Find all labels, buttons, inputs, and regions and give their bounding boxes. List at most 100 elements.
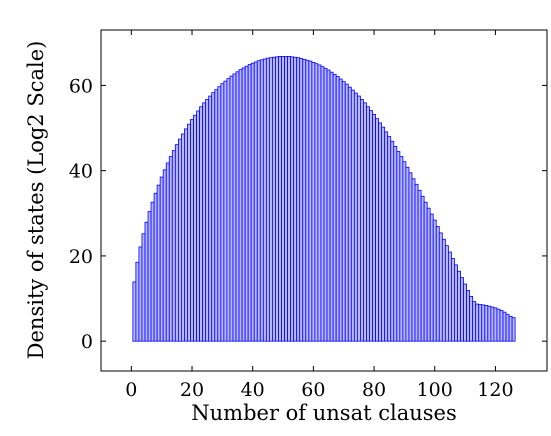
bar: [454, 264, 458, 342]
bar: [335, 76, 340, 342]
bar: [378, 122, 383, 342]
bar: [429, 213, 434, 342]
bar: [496, 308, 501, 342]
bar: [502, 311, 507, 342]
bar: [232, 73, 237, 342]
bar: [329, 71, 334, 342]
bar: [281, 56, 285, 342]
y-axis-ticks: 0 20 40 60: [69, 75, 547, 353]
bar: [287, 56, 292, 342]
bar: [250, 62, 255, 342]
bar: [196, 110, 201, 342]
bar: [481, 304, 486, 342]
bar: [153, 192, 158, 342]
bar: [417, 189, 422, 342]
bar: [435, 226, 440, 342]
bar: [469, 296, 474, 342]
bar: [353, 92, 358, 342]
y-axis-label: Density of states (Log2 Scale): [24, 41, 48, 360]
bar: [487, 305, 492, 342]
bar: [299, 58, 304, 342]
bar: [177, 138, 182, 342]
bar: [253, 61, 258, 342]
x-tick-label: 40: [241, 379, 265, 401]
bar: [238, 69, 243, 342]
bar: [478, 304, 483, 342]
bar: [275, 56, 279, 342]
bar: [363, 102, 367, 342]
bars-group: [132, 56, 516, 342]
bar: [411, 178, 416, 342]
bar: [235, 71, 240, 342]
bar: [426, 207, 431, 342]
plot-frame: [100, 29, 548, 372]
x-tick-label: 120: [477, 379, 513, 401]
bar: [423, 201, 428, 342]
y-tick-label: 20: [69, 246, 93, 268]
y-tick-label: 0: [81, 331, 93, 353]
bar: [375, 118, 380, 342]
bar: [193, 114, 197, 342]
bar: [499, 310, 504, 342]
bar: [259, 59, 264, 342]
bar: [290, 56, 295, 342]
bar: [387, 136, 392, 342]
bar: [338, 78, 343, 342]
y-tick-label: 60: [69, 75, 93, 97]
bar: [150, 201, 155, 342]
bar: [293, 56, 298, 342]
bar: [174, 144, 179, 342]
bar: [372, 114, 376, 342]
bar: [229, 75, 234, 342]
bar: [320, 66, 325, 342]
bar: [414, 183, 419, 342]
x-axis-ticks: 0 20 40 60 80 100 120: [125, 30, 514, 401]
bar: [369, 110, 373, 342]
bar: [302, 59, 307, 342]
bar: [466, 290, 471, 342]
bar: [278, 56, 282, 342]
y-tick-label: 40: [69, 161, 93, 183]
bar: [138, 246, 143, 342]
bar: [132, 281, 137, 342]
bar: [384, 131, 389, 342]
x-axis-label: Number of unsat clauses: [191, 401, 456, 425]
bar: [314, 63, 319, 342]
bar: [484, 304, 489, 342]
bar: [511, 317, 516, 342]
bar: [396, 151, 401, 342]
bar: [284, 56, 288, 342]
x-tick-label: 100: [417, 379, 453, 401]
bar: [135, 261, 140, 342]
bar: [208, 95, 213, 342]
bar: [256, 60, 261, 342]
bar: [420, 195, 425, 342]
bar: [508, 316, 513, 342]
bar: [244, 65, 249, 342]
bar: [344, 83, 349, 342]
bar: [226, 78, 231, 342]
bar: [162, 169, 167, 342]
bar: [356, 95, 361, 342]
bar: [432, 219, 437, 342]
bar: [144, 221, 149, 342]
bar: [402, 161, 407, 342]
x-tick-label: 20: [180, 379, 204, 401]
bar: [326, 69, 331, 342]
bar: [381, 126, 386, 342]
bar: [472, 301, 477, 342]
bar: [350, 89, 355, 342]
bar: [399, 156, 404, 342]
bar: [505, 313, 510, 342]
bar: [311, 61, 316, 342]
bar: [451, 258, 455, 342]
bar: [460, 277, 464, 342]
bar: [305, 59, 310, 342]
bar: [165, 162, 170, 342]
bar: [141, 233, 146, 342]
bar: [332, 73, 337, 342]
bar: [265, 57, 270, 342]
bar: [205, 99, 210, 342]
bar: [493, 307, 498, 342]
bar: [341, 81, 346, 342]
